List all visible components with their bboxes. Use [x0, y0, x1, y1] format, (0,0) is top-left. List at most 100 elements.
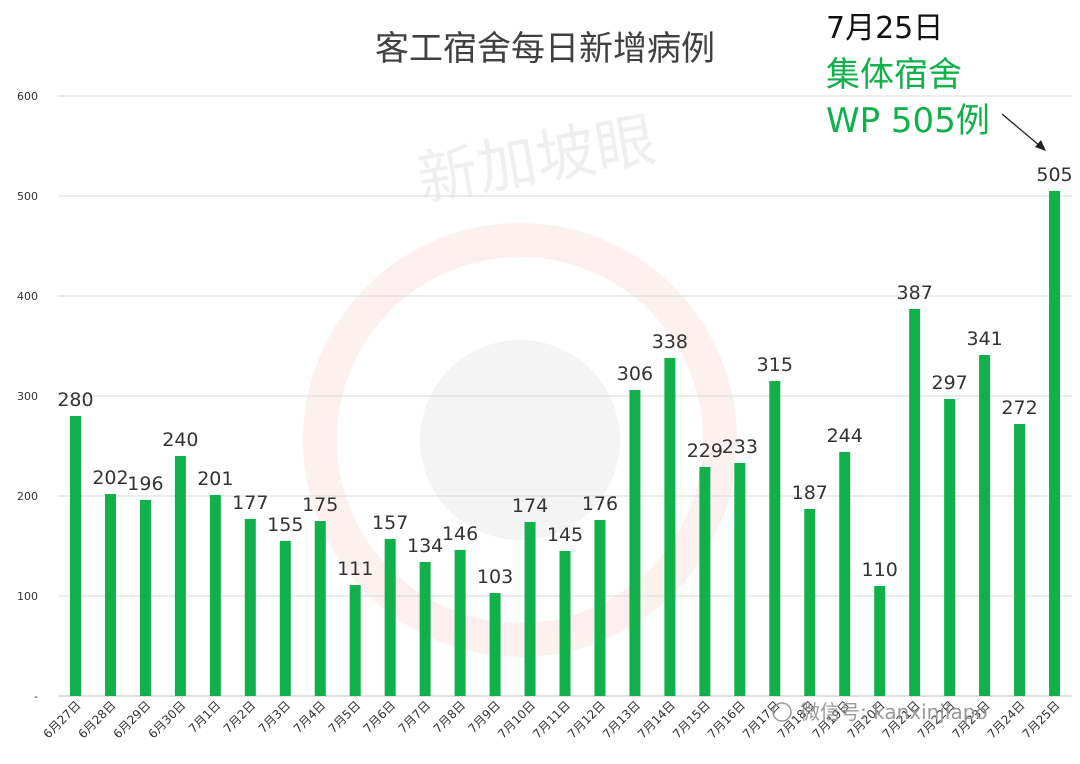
bar	[909, 309, 921, 696]
data-label: 175	[302, 494, 338, 516]
data-label: 280	[57, 389, 93, 411]
x-tick-label: 7月15日	[670, 698, 713, 741]
bar	[944, 399, 956, 696]
bar	[209, 495, 221, 696]
data-label: 202	[92, 467, 128, 489]
x-tick-label: 7月2日	[221, 698, 259, 736]
x-tick-label: 7月11日	[530, 698, 573, 741]
data-label: 338	[652, 331, 688, 353]
x-tick-label: 7月4日	[291, 698, 329, 736]
data-label: 145	[547, 524, 583, 546]
data-label: 155	[267, 514, 303, 536]
data-label: 103	[477, 566, 513, 588]
x-tick-label: 7月3日	[256, 698, 294, 736]
watermark-wechat: 微信号: kanxinjiapo	[772, 700, 988, 724]
data-label: 233	[722, 436, 758, 458]
data-label: 187	[792, 482, 828, 504]
watermark-logo	[303, 223, 737, 657]
bar	[559, 551, 571, 696]
data-label: 244	[827, 425, 863, 447]
data-label: 341	[966, 328, 1002, 350]
x-tick-label: 7月13日	[600, 698, 643, 741]
x-tick-label: 6月27日	[41, 698, 84, 741]
annotation: 7月25日 集体宿舍 WP 505例	[826, 11, 1046, 151]
annotation-line1: 集体宿舍	[826, 55, 962, 95]
x-tick-label: 6月29日	[110, 698, 153, 741]
y-tick-label: 400	[17, 290, 38, 303]
chart-title: 客工宿舍每日新增病例	[375, 29, 715, 69]
x-tick-label: 7月25日	[1020, 698, 1063, 741]
bar	[664, 358, 676, 696]
data-label: 315	[757, 354, 793, 376]
x-tick-label: 7月10日	[495, 698, 538, 741]
data-label: 176	[582, 493, 618, 515]
y-axis: - 100 200 300 400 500 600	[17, 90, 38, 703]
x-tick-label: 7月7日	[396, 698, 434, 736]
y-tick-label: 500	[17, 190, 38, 203]
x-tick-label: 7月8日	[431, 698, 469, 736]
x-tick-label: 7月6日	[361, 698, 399, 736]
bar	[769, 381, 781, 696]
bar	[734, 463, 746, 696]
y-tick-label: 300	[17, 390, 38, 403]
bar	[349, 585, 361, 696]
wechat-icon	[772, 702, 792, 722]
bar	[104, 494, 116, 696]
data-label: 240	[162, 429, 198, 451]
bar	[279, 541, 291, 696]
x-tick-label: 7月1日	[186, 698, 224, 736]
data-label: 387	[897, 282, 933, 304]
bar	[1049, 191, 1061, 696]
bar	[384, 539, 396, 696]
x-tick-label: 7月16日	[705, 698, 748, 741]
data-label: 196	[127, 473, 163, 495]
bar	[979, 355, 991, 696]
data-label: 297	[931, 372, 967, 394]
y-tick-label: -	[34, 690, 38, 703]
y-tick-label: 100	[17, 590, 38, 603]
annotation-arrowhead	[1035, 140, 1046, 151]
data-label: 146	[442, 523, 478, 545]
x-tick-label: 7月24日	[985, 698, 1028, 741]
bar	[174, 456, 186, 696]
data-label: 157	[372, 512, 408, 534]
bar	[839, 452, 851, 696]
bar	[489, 593, 501, 696]
bar	[1014, 424, 1026, 696]
bar	[69, 416, 81, 696]
data-label: 306	[617, 363, 653, 385]
y-tick-label: 600	[17, 90, 38, 103]
data-label: 110	[862, 559, 898, 581]
x-tick-label: 6月30日	[145, 698, 188, 741]
x-tick-label: 7月5日	[326, 698, 364, 736]
bar	[629, 390, 641, 696]
annotation-date: 7月25日	[826, 11, 943, 46]
bar	[804, 509, 816, 696]
data-label: 272	[1001, 397, 1037, 419]
data-label: 201	[197, 468, 233, 490]
wechat-id: 微信号: kanxinjiapo	[800, 700, 988, 724]
bar	[594, 520, 606, 696]
annotation-line2: WP 505例	[826, 101, 990, 141]
data-label: 111	[337, 558, 373, 580]
data-label: 134	[407, 535, 443, 557]
bar	[699, 467, 711, 696]
x-tick-label: 6月28日	[76, 698, 119, 741]
x-tick-label: 7月12日	[565, 698, 608, 741]
bars	[69, 191, 1061, 696]
data-label: 505	[1036, 164, 1072, 186]
watermark-brand: 新加坡眼	[412, 105, 661, 216]
bar	[454, 550, 466, 696]
bar	[419, 562, 431, 696]
annotation-arrow	[1001, 113, 1041, 147]
data-label: 177	[232, 492, 268, 514]
data-label: 174	[512, 495, 548, 517]
bar	[524, 522, 536, 696]
bar	[874, 586, 886, 696]
bar	[244, 519, 256, 696]
bar	[139, 500, 151, 696]
y-tick-label: 200	[17, 490, 38, 503]
bar	[314, 521, 326, 696]
